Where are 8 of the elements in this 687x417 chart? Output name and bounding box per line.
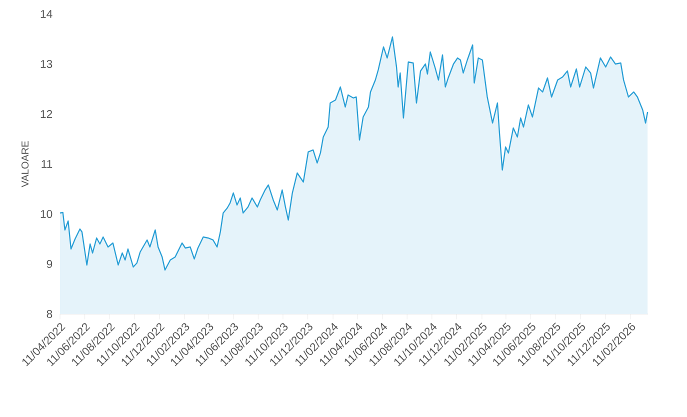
- y-tick-label: 13: [40, 60, 52, 68]
- y-tick-label: 14: [40, 10, 52, 18]
- y-tick-label: 9: [46, 260, 52, 268]
- y-tick-label: 8: [46, 310, 52, 318]
- y-tick-label: 11: [42, 160, 52, 168]
- y-tick-label: 10: [40, 210, 52, 218]
- y-tick-label: 12: [40, 110, 52, 118]
- y-axis-title: VALOARE: [21, 141, 29, 188]
